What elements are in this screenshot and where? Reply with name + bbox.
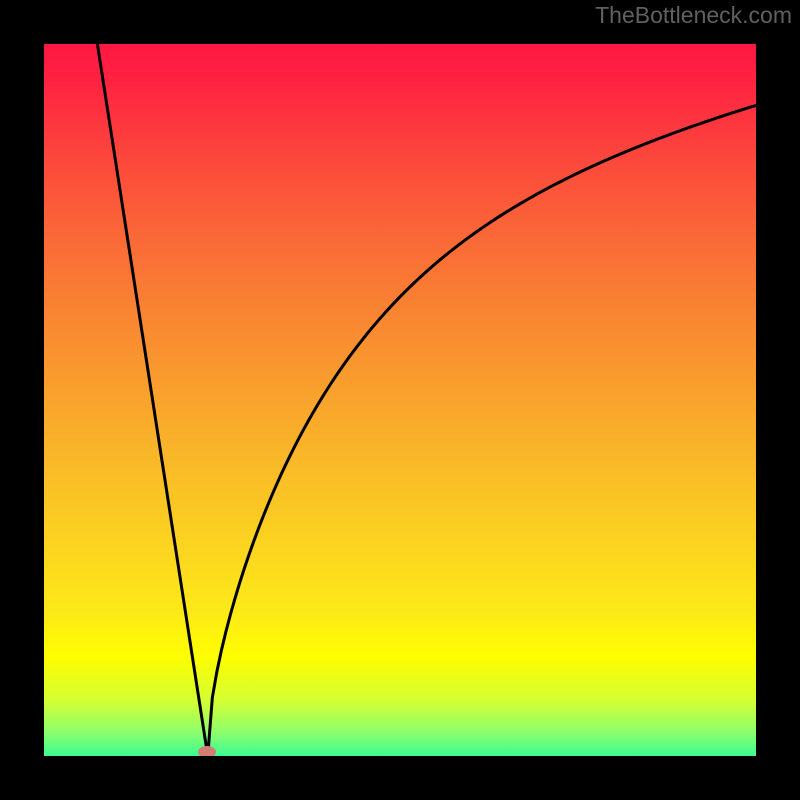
- chart-svg: [0, 0, 800, 800]
- chart-container: TheBottleneck.com: [0, 0, 800, 800]
